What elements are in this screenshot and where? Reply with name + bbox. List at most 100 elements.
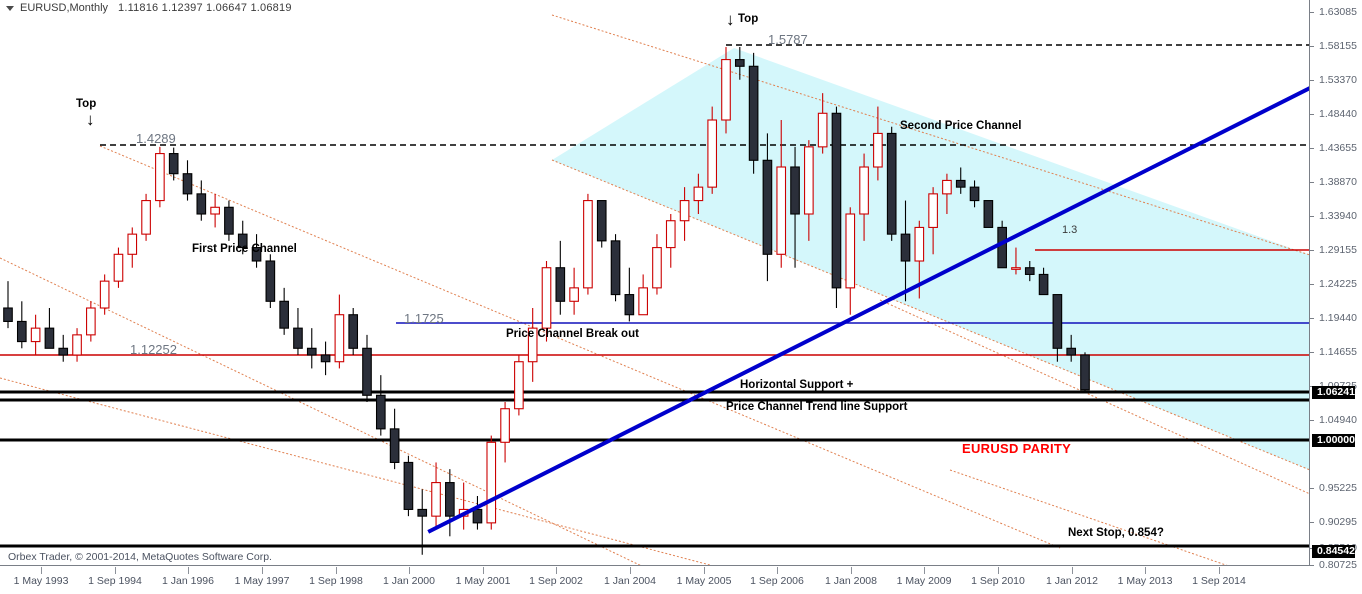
- price-tick-1-63085: 1.63085: [1310, 6, 1357, 19]
- date-tick-1-May-2005: 1 May 2005: [676, 575, 732, 587]
- second-channel-lower[interactable]: [551, 159, 1310, 471]
- price-tick-1-24225: 1.24225: [1310, 278, 1357, 291]
- candle-body: [942, 179, 952, 195]
- second-price-channel-label: Second Price Channel: [900, 120, 1022, 132]
- candle-body: [969, 186, 980, 202]
- date-tick-1-Sep-2014: 1 Sep 2014: [1192, 575, 1246, 587]
- date-tick-1-Jan-2000: 1 Jan 2000: [383, 575, 435, 587]
- date-tick-1-Jan-2008: 1 Jan 2008: [825, 575, 877, 587]
- candle-body: [569, 287, 579, 302]
- date-tick-mark: [704, 567, 705, 574]
- date-tick-1-Jan-2012: 1 Jan 2012: [1046, 575, 1098, 587]
- candle-body: [721, 59, 731, 121]
- date-tick-1-Sep-1994: 1 Sep 1994: [88, 575, 142, 587]
- candle-body: [500, 408, 510, 443]
- date-tick-mark: [556, 567, 557, 574]
- candle-body: [445, 482, 455, 517]
- candle-body: [417, 508, 428, 517]
- first-channel-lower[interactable]: [0, 377, 820, 566]
- candle-body: [638, 287, 648, 316]
- candle-body: [320, 354, 331, 363]
- date-tick-mark: [924, 567, 925, 574]
- candle-body: [127, 233, 138, 255]
- price-tick-1-06241: 1.06241: [1312, 386, 1355, 399]
- chart-plot-area[interactable]: Top ↓ 1.4289 First Price Channel 1.12252 Top ↓…: [0, 0, 1310, 566]
- price-tick-0-90295: 0.90295: [1310, 516, 1357, 529]
- date-tick-1-May-1993: 1 May 1993: [13, 575, 69, 587]
- date-tick-mark: [188, 567, 189, 574]
- price-tick-0-80725: 0.80725: [1310, 559, 1357, 572]
- candle-body: [748, 65, 759, 161]
- date-tick-mark: [1072, 567, 1073, 574]
- candle-body: [486, 441, 497, 524]
- date-axis[interactable]: 1 May 1993 1 Sep 1994 1 Jan 1996 1 May 1997…: [0, 567, 1310, 594]
- candle-body: [914, 226, 925, 262]
- candle-body: [873, 132, 883, 168]
- candle-body: [431, 482, 441, 517]
- price-tick-1-14655: 1.14655: [1310, 346, 1357, 359]
- date-tick-mark: [1145, 567, 1146, 574]
- candle-body: [196, 193, 207, 215]
- candle-body: [3, 307, 13, 322]
- date-tick-mark: [41, 567, 42, 574]
- date-tick-1-Sep-1998: 1 Sep 1998: [309, 575, 363, 587]
- date-tick-1-May-1997: 1 May 1997: [234, 575, 290, 587]
- candle-body: [707, 119, 718, 188]
- first-price-channel-label: First Price Channel: [192, 243, 297, 255]
- date-tick-1-Jan-1996: 1 Jan 1996: [162, 575, 214, 587]
- price-axis[interactable]: 1.63085 1.58155 1.53370 1.48440 1.43655 1.388…: [1310, 0, 1362, 571]
- candle-body: [527, 327, 538, 363]
- candle-body: [403, 461, 414, 510]
- price-tick-0-95225: 0.95225: [1310, 482, 1357, 495]
- first-channel-mid-a[interactable]: [0, 257, 700, 566]
- chart-header: EURUSD,Monthly 1.11816 1.12397 1.06647 1…: [0, 0, 1362, 16]
- price-tick-1-38870: 1.38870: [1310, 176, 1357, 189]
- top-label-1: Top: [76, 98, 97, 110]
- level-label-1-12252: 1.12252: [130, 342, 177, 357]
- date-tick-mark: [115, 567, 116, 574]
- date-tick-1-Jan-2004: 1 Jan 2004: [604, 575, 656, 587]
- candle-body: [514, 361, 524, 410]
- chart-canvas: [0, 14, 1310, 566]
- candle-body: [237, 233, 248, 249]
- candle-body: [1052, 294, 1063, 349]
- second-channel-upper[interactable]: [551, 14, 1310, 256]
- chevron-down-icon[interactable]: [6, 5, 14, 11]
- candle-body: [348, 314, 359, 349]
- candle-body: [610, 240, 621, 296]
- candle-body: [58, 347, 69, 356]
- candle-body: [900, 233, 911, 262]
- candle-body: [86, 307, 96, 336]
- candlestick-series: [3, 47, 1090, 555]
- first-channel-upper[interactable]: [99, 145, 1061, 549]
- candle-body: [182, 173, 193, 195]
- candle-body: [334, 314, 345, 363]
- candle-body: [665, 220, 676, 249]
- candle-body: [859, 166, 869, 215]
- candle-body: [1080, 354, 1090, 391]
- candle-body: [141, 200, 151, 235]
- candle-body: [790, 166, 800, 215]
- price-tick-1-53370: 1.53370: [1310, 74, 1357, 87]
- candle-body: [210, 206, 220, 215]
- second-channel-far[interactable]: [949, 469, 1310, 566]
- candle-body: [16, 320, 27, 343]
- date-tick-mark: [262, 567, 263, 574]
- top-arrow-1: ↓: [86, 110, 95, 129]
- candle-body: [886, 132, 897, 235]
- candle-body: [817, 112, 828, 148]
- candle-body: [44, 327, 55, 349]
- candle-body: [1066, 347, 1077, 356]
- candle-body: [624, 294, 635, 316]
- level-label-1-5787: 1.5787: [768, 32, 808, 47]
- rising-blue-trendline[interactable]: [427, 86, 1310, 534]
- symbol-timeframe-label: EURUSD,Monthly: [20, 2, 109, 14]
- second-channel-outer[interactable]: [879, 299, 1310, 495]
- candle-body: [30, 327, 41, 343]
- candle-body: [224, 206, 234, 235]
- price-tick-1-43655: 1.43655: [1310, 142, 1357, 155]
- eurusd-parity-label: EURUSD PARITY: [962, 441, 1072, 456]
- date-tick-mark: [409, 567, 410, 574]
- level-label-1-3: 1.3: [1062, 224, 1078, 236]
